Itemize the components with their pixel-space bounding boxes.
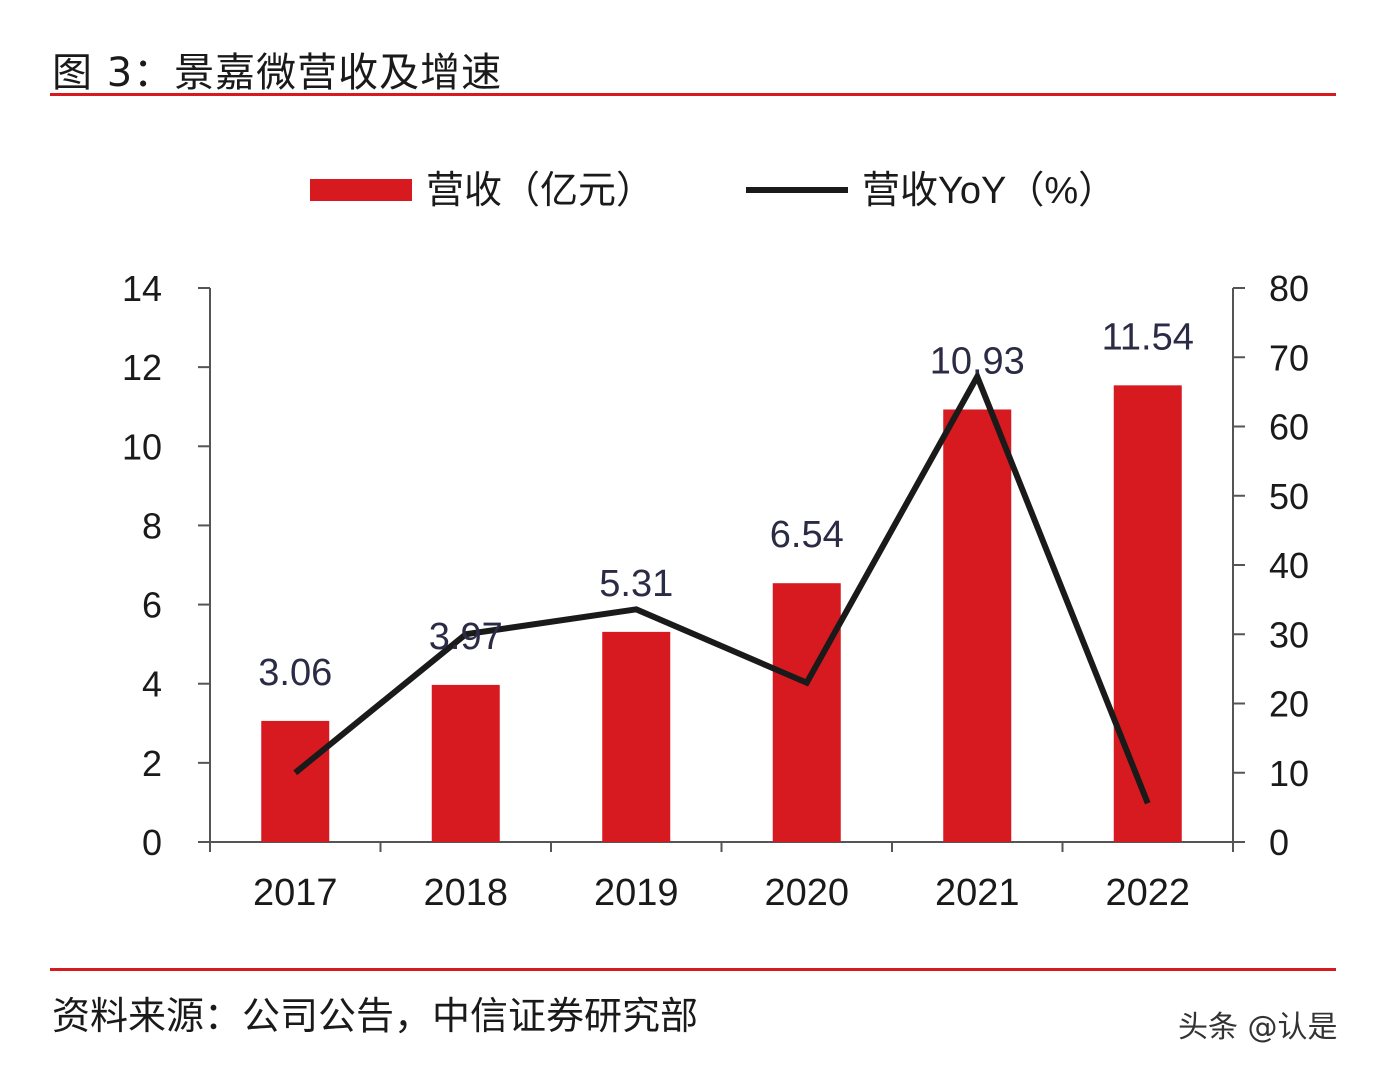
x-axis-tick-label: 2018 (423, 872, 508, 914)
right-axis-tick-label: 10 (1269, 753, 1309, 794)
x-axis-tick-label: 2017 (253, 872, 338, 914)
source-note: 资料来源：公司公告，中信证券研究部 (52, 994, 699, 1038)
legend-bar-swatch (310, 179, 412, 201)
revenue-bar (602, 631, 671, 842)
left-axis-tick-label: 14 (122, 268, 162, 309)
left-axis-tick-label: 10 (122, 426, 162, 467)
yoy-line (293, 369, 1151, 805)
bar-data-label: 11.54 (1102, 316, 1194, 358)
figure-title: 图 3：景嘉微营收及增速 (52, 50, 503, 96)
left-axis-tick-label: 2 (142, 743, 162, 784)
source-rule (50, 968, 1336, 971)
left-axis-tick-label: 8 (142, 505, 162, 546)
legend-bar-label: 营收（亿元） (426, 170, 654, 212)
x-axis-tick-label: 2022 (1105, 872, 1190, 914)
bar-data-label: 3.06 (258, 652, 332, 694)
right-axis-tick-label: 60 (1269, 407, 1309, 448)
revenue-chart: 营收（亿元） 营收YoY（%） 0 2 4 6 8 10 12 14 0 10 20 30 40 50 60… (122, 170, 1309, 914)
yoy-line-series (293, 369, 1151, 805)
bar-data-label: 6.54 (770, 514, 844, 556)
revenue-bar (1113, 385, 1182, 842)
axes: 0 2 4 6 8 10 12 14 0 10 20 30 40 50 60 70 80 2017 2018 2019… (122, 268, 1309, 914)
revenue-bar (431, 684, 500, 842)
legend: 营收（亿元） 营收YoY（%） (310, 170, 1116, 212)
left-axis-tick-label: 0 (142, 822, 162, 863)
x-axis-tick-label: 2021 (935, 872, 1020, 914)
title-rule (50, 93, 1336, 96)
bar-data-label: 10.93 (930, 340, 1025, 382)
bar-data-label: 3.97 (429, 616, 503, 658)
right-axis-tick-label: 80 (1269, 268, 1309, 309)
right-axis-tick-label: 40 (1269, 545, 1309, 586)
bar-data-label: 5.31 (599, 563, 673, 605)
x-axis-tick-label: 2019 (594, 872, 679, 914)
revenue-bar (943, 409, 1012, 842)
bars (261, 385, 1182, 842)
right-axis-tick-label: 50 (1269, 476, 1309, 517)
right-axis-tick-label: 20 (1269, 684, 1309, 725)
left-axis-tick-label: 12 (122, 347, 162, 388)
watermark: 头条 @认是 (1178, 1010, 1338, 1045)
revenue-bar (772, 583, 841, 842)
x-axis-tick-label: 2020 (764, 872, 849, 914)
data-labels: 3.06 3.97 5.31 6.54 10.93 11.54 (258, 316, 1194, 694)
left-axis-tick-label: 4 (142, 664, 162, 705)
left-axis-tick-label: 6 (142, 585, 162, 626)
right-axis-tick-label: 30 (1269, 614, 1309, 655)
right-axis-tick-label: 0 (1269, 822, 1289, 863)
revenue-bar (261, 720, 330, 842)
right-axis-tick-label: 70 (1269, 337, 1309, 378)
legend-line-label: 营收YoY（%） (862, 170, 1116, 212)
